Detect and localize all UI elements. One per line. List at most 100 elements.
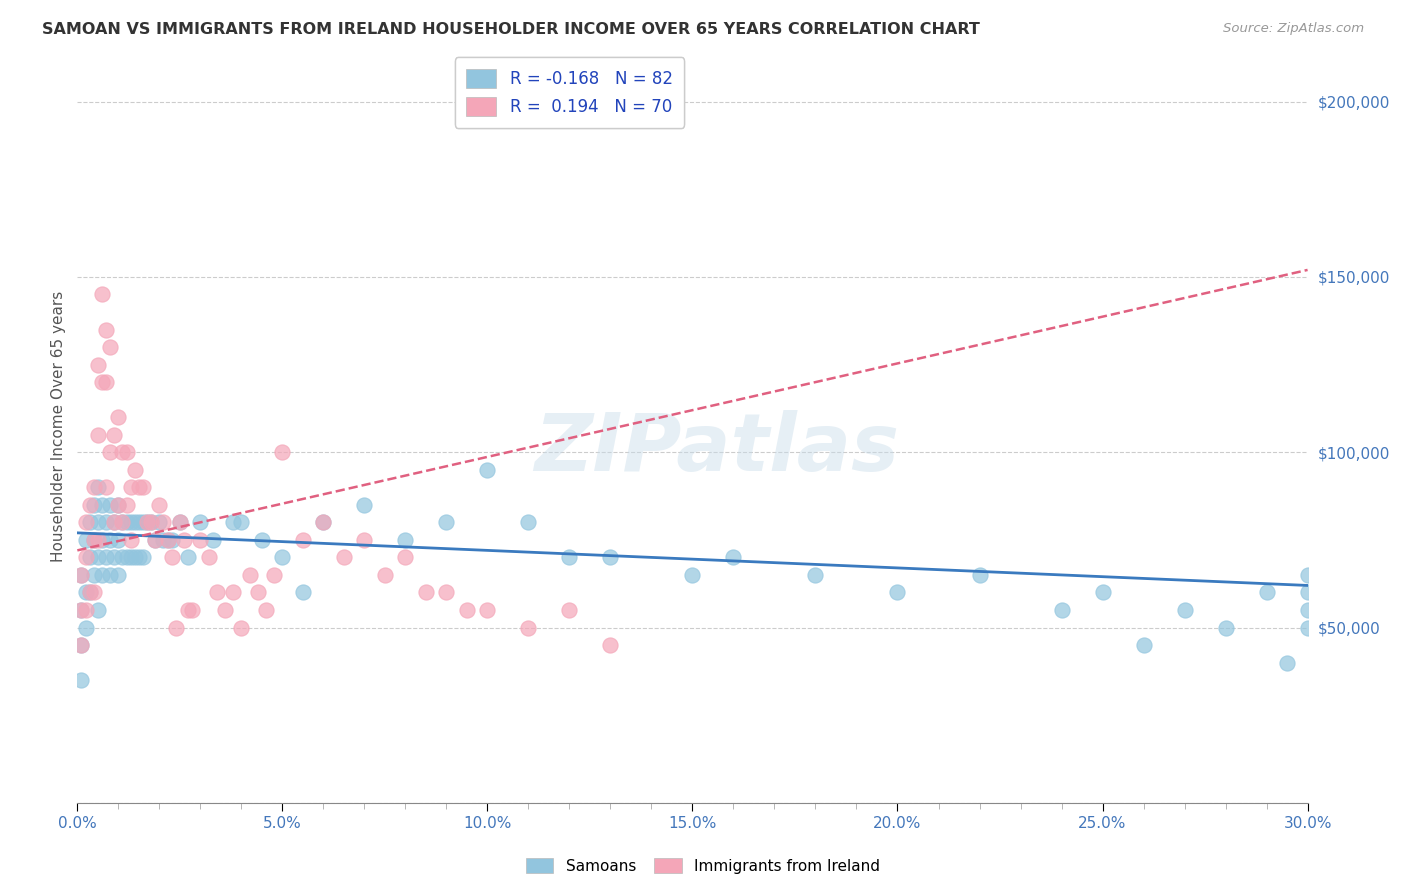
Point <box>246 585 269 599</box>
Point <box>94 550 117 565</box>
Point <box>456 603 478 617</box>
Point <box>1174 603 1197 617</box>
Point <box>804 568 827 582</box>
Point <box>115 550 138 565</box>
Point <box>107 568 129 582</box>
Point <box>1132 638 1154 652</box>
Point <box>394 533 416 547</box>
Point <box>160 550 183 565</box>
Point <box>132 480 155 494</box>
Point <box>75 585 97 599</box>
Point <box>107 410 129 425</box>
Point <box>90 568 114 582</box>
Point <box>87 427 110 442</box>
Point <box>83 568 105 582</box>
Point <box>111 516 134 530</box>
Point <box>120 516 142 530</box>
Point <box>197 550 219 565</box>
Legend: Samoans, Immigrants from Ireland: Samoans, Immigrants from Ireland <box>520 852 886 880</box>
Point <box>128 516 150 530</box>
Point <box>120 533 142 547</box>
Point <box>94 516 117 530</box>
Point <box>132 516 155 530</box>
Point <box>188 533 212 547</box>
Point <box>115 445 138 459</box>
Point <box>148 516 170 530</box>
Point <box>90 533 114 547</box>
Point <box>517 620 540 634</box>
Point <box>723 550 745 565</box>
Point <box>98 568 121 582</box>
Point <box>120 550 142 565</box>
Point <box>75 516 97 530</box>
Point <box>1091 585 1114 599</box>
Point <box>156 533 179 547</box>
Point <box>141 516 163 530</box>
Point <box>254 603 277 617</box>
Point <box>156 533 179 547</box>
Text: ZIPatlas: ZIPatlas <box>534 409 900 488</box>
Point <box>333 550 356 565</box>
Point <box>83 498 105 512</box>
Point <box>1296 603 1319 617</box>
Point <box>599 638 621 652</box>
Point <box>214 603 236 617</box>
Point <box>120 480 142 494</box>
Point <box>79 585 101 599</box>
Point <box>177 603 200 617</box>
Point <box>177 550 200 565</box>
Point <box>181 603 204 617</box>
Point <box>70 638 93 652</box>
Point <box>103 427 125 442</box>
Point <box>1296 620 1319 634</box>
Point <box>291 533 314 547</box>
Point <box>682 568 704 582</box>
Point <box>90 375 114 389</box>
Point <box>98 498 121 512</box>
Point <box>205 585 228 599</box>
Point <box>94 480 117 494</box>
Point <box>152 516 174 530</box>
Point <box>87 533 110 547</box>
Text: Source: ZipAtlas.com: Source: ZipAtlas.com <box>1223 22 1364 36</box>
Point <box>160 533 183 547</box>
Point <box>94 322 117 336</box>
Point <box>103 516 125 530</box>
Point <box>87 358 110 372</box>
Point <box>271 550 294 565</box>
Point <box>79 585 101 599</box>
Point <box>1275 656 1298 670</box>
Point <box>70 568 93 582</box>
Point <box>115 498 138 512</box>
Point <box>188 516 212 530</box>
Point <box>98 533 121 547</box>
Point <box>222 516 245 530</box>
Point <box>107 498 129 512</box>
Point <box>128 550 150 565</box>
Point <box>886 585 908 599</box>
Point <box>415 585 437 599</box>
Point <box>353 498 375 512</box>
Point <box>94 375 117 389</box>
Point <box>394 550 416 565</box>
Point <box>169 516 191 530</box>
Point <box>70 673 93 687</box>
Point <box>70 603 93 617</box>
Point <box>148 498 170 512</box>
Point <box>90 287 114 301</box>
Point <box>436 585 458 599</box>
Point <box>374 568 396 582</box>
Point <box>477 463 499 477</box>
Point <box>477 603 499 617</box>
Point <box>70 638 93 652</box>
Point <box>79 498 101 512</box>
Point <box>98 445 121 459</box>
Point <box>141 516 163 530</box>
Point <box>83 533 105 547</box>
Point <box>75 533 97 547</box>
Point <box>107 498 129 512</box>
Point <box>222 585 245 599</box>
Point <box>87 480 110 494</box>
Point <box>83 533 105 547</box>
Point <box>115 516 138 530</box>
